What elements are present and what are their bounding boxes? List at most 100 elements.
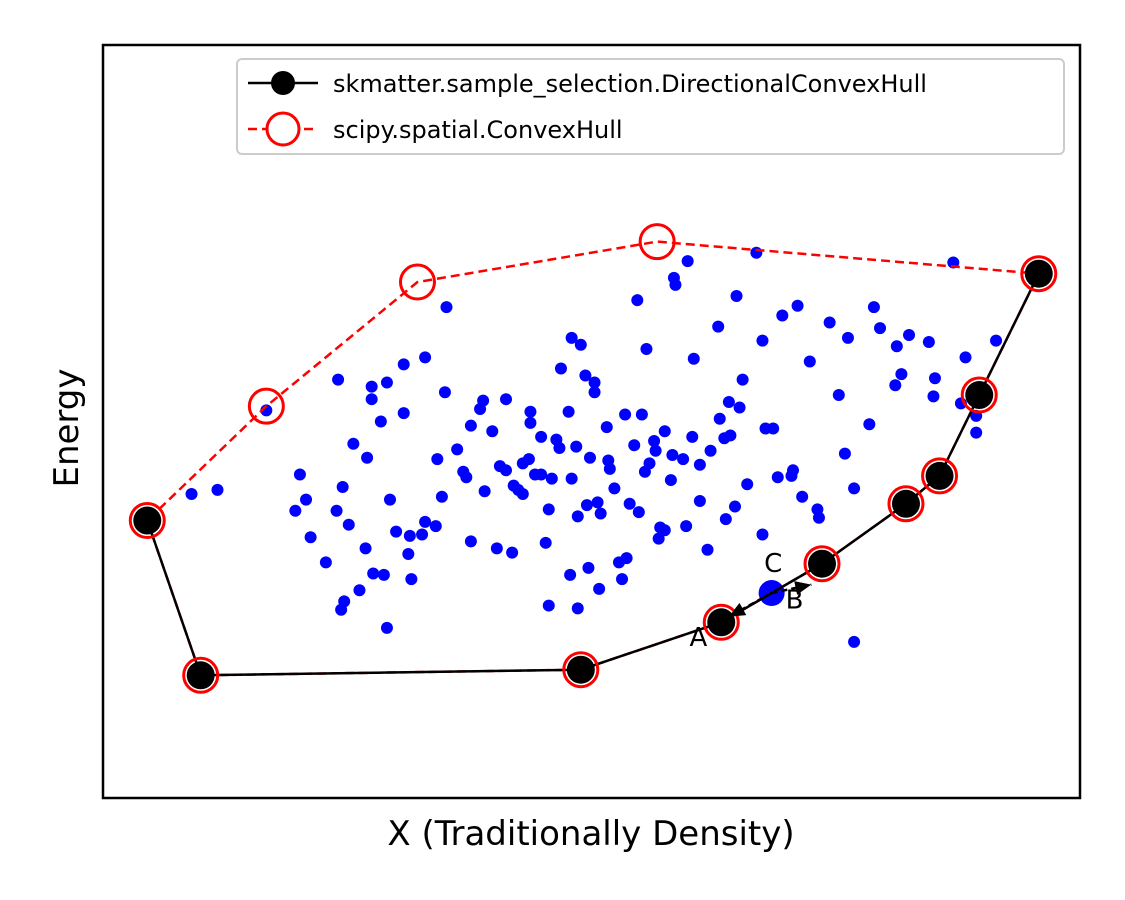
data-point [632,506,645,519]
data-point [512,483,525,496]
data-point [848,635,861,648]
data-point [658,425,671,438]
data-point [416,528,429,541]
data-point [464,419,477,432]
convex-hull-marker [182,656,220,694]
data-point [211,483,224,496]
data-point [451,443,464,456]
annotation-label-c: C [764,549,782,579]
data-point [185,488,198,501]
data-point [666,448,679,461]
directional-hull-marker [891,489,920,518]
data-point [680,520,693,533]
data-point [565,472,578,485]
data-point [628,439,641,452]
data-point [564,568,577,581]
data-point [342,518,355,531]
data-point [733,401,746,414]
data-point [565,331,578,344]
data-point [464,535,477,548]
data-point [841,331,854,344]
annotation-arrow-head [728,602,747,617]
data-point [664,474,677,487]
data-point [681,255,694,268]
data-point [767,422,780,435]
data-point [332,373,345,386]
data-point [616,573,629,586]
data-point [848,482,861,495]
data-point [791,299,804,312]
legend-box [236,58,1065,155]
data-point [338,595,351,608]
data-point [554,362,567,375]
data-point [524,416,537,429]
data-point [713,412,726,425]
data-point [403,529,416,542]
data-point [529,468,542,481]
data-point [686,430,699,443]
data-point [365,393,378,406]
data-point [380,376,393,389]
data-point [588,386,601,399]
data-point [500,393,513,406]
data-point [347,437,360,450]
data-point [553,441,566,454]
convex-hull-marker [960,376,998,414]
data-point [959,351,972,364]
data-point [435,490,448,503]
convex-hull-marker [562,651,600,689]
data-point [600,421,613,434]
data-point [654,521,667,534]
data-point [787,464,800,477]
annotation-layer: A BC [689,549,812,653]
data-point [535,430,548,443]
data-point [771,471,784,484]
data-point [927,390,940,403]
data-point [571,602,584,615]
data-point [652,532,665,545]
data-point [603,462,616,475]
data-point [623,497,636,510]
data-point [359,542,372,555]
data-point [591,496,604,509]
legend-label-directional: skmatter.sample_selection.DirectionalCon… [333,70,927,98]
data-point [293,468,306,481]
convex-hull-marker [803,545,841,583]
data-point [397,407,410,420]
data-point [712,320,725,333]
data-point [353,584,366,597]
data-point [440,301,453,314]
data-point [390,525,403,538]
data-point [619,408,632,421]
data-point [635,408,648,421]
data-point [736,373,749,386]
data-point [506,546,519,559]
data-point [490,542,503,555]
data-point [693,494,706,507]
data-point [570,440,583,453]
data-point [542,599,555,612]
directional-hull-marker [186,661,215,690]
data-point [380,621,393,634]
data-point [562,405,575,418]
data-point [970,426,983,439]
data-point [571,510,584,523]
data-point [289,504,302,517]
convex-hull-marker [398,263,436,301]
hull-layer [128,223,1058,694]
data-point [838,447,851,460]
data-point [474,402,487,415]
data-point [524,405,537,418]
data-point [304,531,317,544]
data-point [580,499,593,512]
data-point [438,386,451,399]
directional-hull-marker [707,608,736,637]
data-point [582,561,595,574]
data-point [429,520,442,533]
data-point [718,432,731,445]
data-point [361,451,374,464]
data-point [419,351,432,364]
legend: skmatter.sample_selection.DirectionalCon… [236,58,1065,155]
annotation-label-b: B [786,585,804,615]
